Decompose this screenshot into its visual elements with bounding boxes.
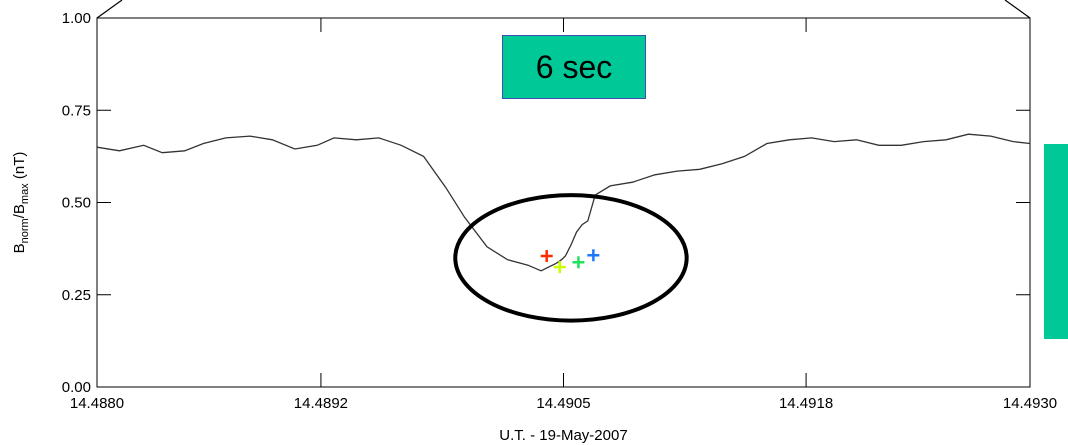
- x-axis-title: U.T. - 19-May-2007: [499, 427, 627, 444]
- x-tick-label: 14.4930: [1003, 395, 1057, 412]
- point-marker: [540, 250, 553, 263]
- point-marker: [587, 249, 600, 262]
- y-title-sub1: norm: [19, 218, 31, 243]
- point-marker: [572, 256, 585, 269]
- series-line: [96, 133, 1031, 272]
- x-tick-label: 14.4918: [779, 395, 833, 412]
- y-title-unit: (nT): [11, 152, 28, 184]
- zoom-line-left: [96, 0, 123, 19]
- axis-ticks: 14.4880 14.4892 14.4905 14.4918 14.4930 0.00 0…: [62, 10, 1057, 412]
- data-series: [96, 133, 1031, 272]
- point-marker: [553, 261, 566, 274]
- duration-label: 6 sec: [502, 35, 646, 99]
- y-title-sep: /B: [11, 204, 28, 218]
- annotations: [453, 193, 689, 323]
- side-accent-bar: [1044, 144, 1068, 339]
- y-tick-label: 0.75: [62, 102, 91, 119]
- y-tick-label: 0.25: [62, 287, 91, 304]
- y-axis-title: Bnorm/Bmax (nT): [11, 152, 31, 254]
- y-title-sub2: max: [19, 183, 31, 204]
- x-tick-label: 14.4880: [70, 395, 124, 412]
- y-tick-label: 1.00: [62, 10, 91, 27]
- x-tick-label: 14.4892: [294, 395, 348, 412]
- highlight-ellipse: [453, 193, 689, 323]
- y-tick-label: 0.00: [62, 379, 91, 396]
- x-tick-label: 14.4905: [536, 395, 590, 412]
- zoom-line-right: [1004, 0, 1031, 19]
- point-markers: [540, 249, 600, 274]
- y-tick-label: 0.50: [62, 195, 91, 212]
- y-title-main: B: [11, 243, 28, 253]
